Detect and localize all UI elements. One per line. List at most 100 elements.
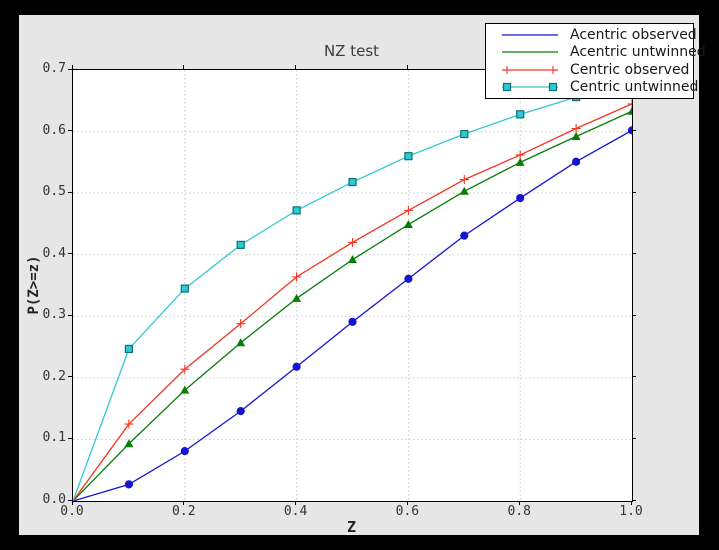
square-marker — [548, 83, 558, 92]
legend: Acentric observed Acentric untwinned Centr… — [485, 23, 706, 99]
x-tick-label: 0.4 — [283, 504, 308, 519]
x-tick-label: 1.0 — [619, 504, 643, 519]
plus-marker — [124, 419, 134, 429]
y-tick-mark — [68, 68, 72, 70]
circle-marker — [460, 231, 469, 240]
plus-marker — [403, 205, 413, 215]
y-tick-mark — [68, 253, 72, 255]
x-tick-mark — [518, 501, 520, 505]
y-tick-mark-right — [632, 130, 636, 132]
x-tick-mark — [406, 501, 408, 505]
plus-marker — [503, 65, 511, 74]
y-tick-label: 0.4 — [42, 245, 66, 261]
triangle-marker — [515, 157, 525, 166]
y-tick-mark — [68, 376, 72, 378]
circle-marker — [348, 317, 357, 326]
chart-title: NZ test — [323, 42, 380, 60]
triangle-marker — [459, 186, 469, 195]
x-tick-mark-top — [183, 65, 185, 69]
y-tick-mark — [68, 499, 72, 501]
x-tick-label: 0.8 — [507, 504, 531, 519]
legend-item-acentric-observed: Acentric observed — [486, 26, 697, 43]
square-marker — [124, 344, 134, 354]
series-line-centric-observed — [73, 103, 632, 501]
circle-marker — [124, 480, 133, 489]
y-tick-label: 0.2 — [42, 368, 66, 384]
plus-marker — [180, 364, 190, 374]
triangle-marker — [571, 131, 581, 140]
y-axis-label: P(Z>=z) — [26, 255, 42, 315]
circle-marker — [236, 407, 245, 416]
y-tick-label: 0.7 — [42, 61, 66, 76]
plus-marker — [459, 175, 469, 185]
y-tick-mark-right — [632, 314, 636, 316]
circle-marker — [180, 447, 189, 456]
legend-sample-line — [502, 51, 558, 53]
x-tick-mark-top — [406, 65, 408, 69]
plot-svg — [73, 70, 632, 501]
legend-label: Centric untwinned — [570, 79, 699, 96]
plot-area — [72, 69, 633, 502]
x-tick-mark — [71, 501, 73, 505]
legend-label: Acentric observed — [570, 26, 697, 43]
y-tick-mark — [68, 130, 72, 132]
x-tick-label: 0.6 — [395, 504, 420, 519]
triangle-marker — [236, 338, 246, 347]
square-marker — [502, 83, 512, 92]
y-tick-mark-right — [632, 376, 636, 378]
x-tick-mark — [630, 501, 632, 505]
triangle-marker — [180, 385, 190, 394]
triangle-marker — [124, 439, 134, 448]
y-tick-label: 0.6 — [42, 122, 66, 138]
circle-marker — [404, 274, 413, 283]
legend-label: Centric observed — [570, 61, 690, 78]
legend-item-centric-observed: Centric observed — [486, 61, 693, 78]
legend-item-centric-untwinned: Centric untwinned — [486, 79, 698, 96]
triangle-marker — [627, 106, 632, 115]
plus-marker — [627, 99, 632, 109]
series-line-centric-untwinned — [73, 79, 632, 501]
y-tick-mark — [68, 437, 72, 439]
y-tick-label: 0.3 — [42, 307, 66, 323]
series-line-acentric-untwinned — [73, 110, 632, 501]
legend-item-acentric-untwinned: Acentric untwinned — [486, 44, 706, 61]
legend-sample-line — [502, 83, 558, 92]
square-marker — [180, 284, 189, 293]
circle-marker — [516, 193, 525, 203]
legend-sample-line — [502, 34, 558, 36]
x-tick-mark — [183, 501, 185, 505]
y-tick-mark-right — [632, 437, 636, 439]
x-tick-mark-top — [295, 65, 297, 69]
plus-marker — [348, 237, 357, 247]
square-marker — [236, 240, 245, 249]
x-tick-label: 0.2 — [172, 504, 196, 519]
plus-marker — [236, 319, 246, 329]
x-tick-mark — [295, 501, 297, 505]
y-tick-mark-right — [632, 253, 636, 255]
plus-marker — [549, 65, 557, 74]
y-tick-mark — [68, 191, 72, 193]
x-axis-label: Z — [346, 518, 357, 536]
plus-marker — [515, 150, 525, 160]
y-tick-mark — [68, 314, 72, 316]
y-tick-label: 0.1 — [42, 430, 66, 446]
triangle-marker — [403, 220, 413, 229]
square-marker — [292, 206, 301, 215]
square-marker — [404, 152, 413, 161]
triangle-marker — [292, 293, 302, 302]
plus-marker — [292, 272, 302, 282]
y-tick-label: 0.5 — [42, 184, 66, 200]
figure-canvas: NZ test P(Z>=z) Z Acentric observed Acent… — [19, 15, 706, 536]
y-tick-label: 0.0 — [42, 492, 66, 507]
circle-marker — [572, 157, 581, 166]
y-tick-mark-right — [632, 499, 636, 501]
circle-marker — [627, 126, 632, 135]
x-tick-label: 0.0 — [60, 504, 84, 519]
square-marker — [348, 177, 357, 187]
legend-label: Acentric untwinned — [570, 44, 706, 61]
plus-marker — [571, 123, 581, 133]
x-tick-mark-top — [71, 65, 73, 69]
y-tick-mark-right — [632, 191, 636, 193]
square-marker — [516, 110, 525, 119]
legend-sample-line — [502, 65, 558, 74]
